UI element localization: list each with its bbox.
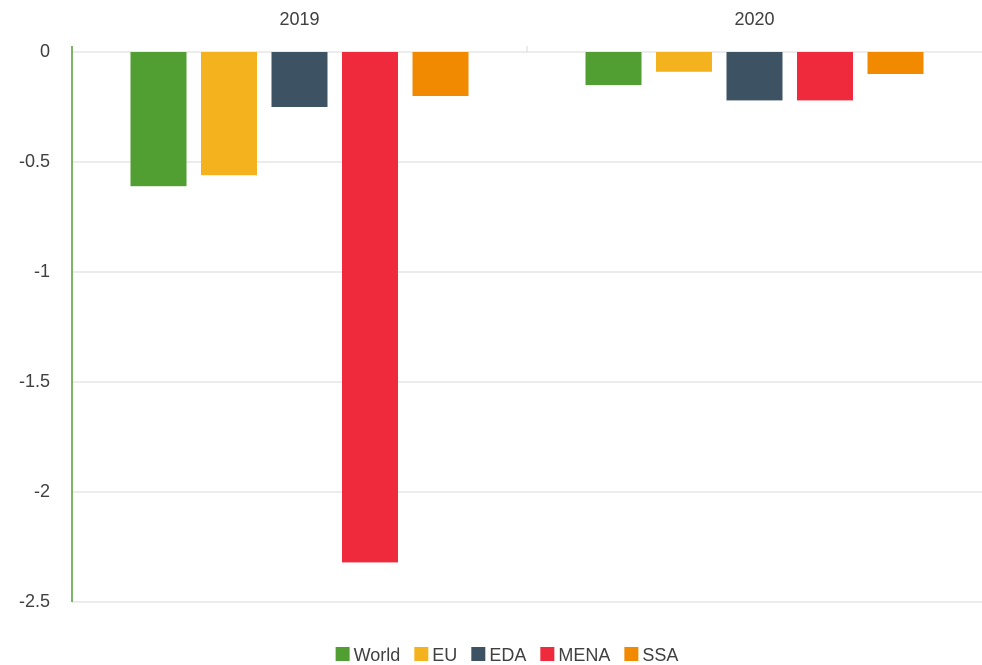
bar [867,52,924,74]
legend-label: EDA [489,645,526,665]
legend-swatch [624,647,639,661]
x-tick-label: 2020 [734,9,774,29]
legend-label: World [354,645,401,665]
bar [585,52,642,85]
y-tick-label: -0.5 [19,151,50,171]
bar [342,52,398,563]
legend-swatch [414,647,429,661]
legend-swatch [335,647,350,661]
legend-swatch [540,647,555,661]
bar [201,52,257,176]
bar [412,52,469,96]
legend-swatch [471,647,486,661]
bar [797,52,853,101]
y-tick-label: -1 [34,261,50,281]
bar [656,52,712,72]
bar [130,52,187,187]
x-tick-label: 2019 [279,9,319,29]
legend-label: EU [432,645,457,665]
bar [726,52,783,101]
y-tick-label: 0 [40,41,50,61]
y-tick-label: -2.5 [19,591,50,611]
bar [271,52,328,107]
y-tick-label: -1.5 [19,371,50,391]
legend-label: SSA [642,645,678,665]
legend-label: MENA [558,645,610,665]
y-tick-label: -2 [34,481,50,501]
